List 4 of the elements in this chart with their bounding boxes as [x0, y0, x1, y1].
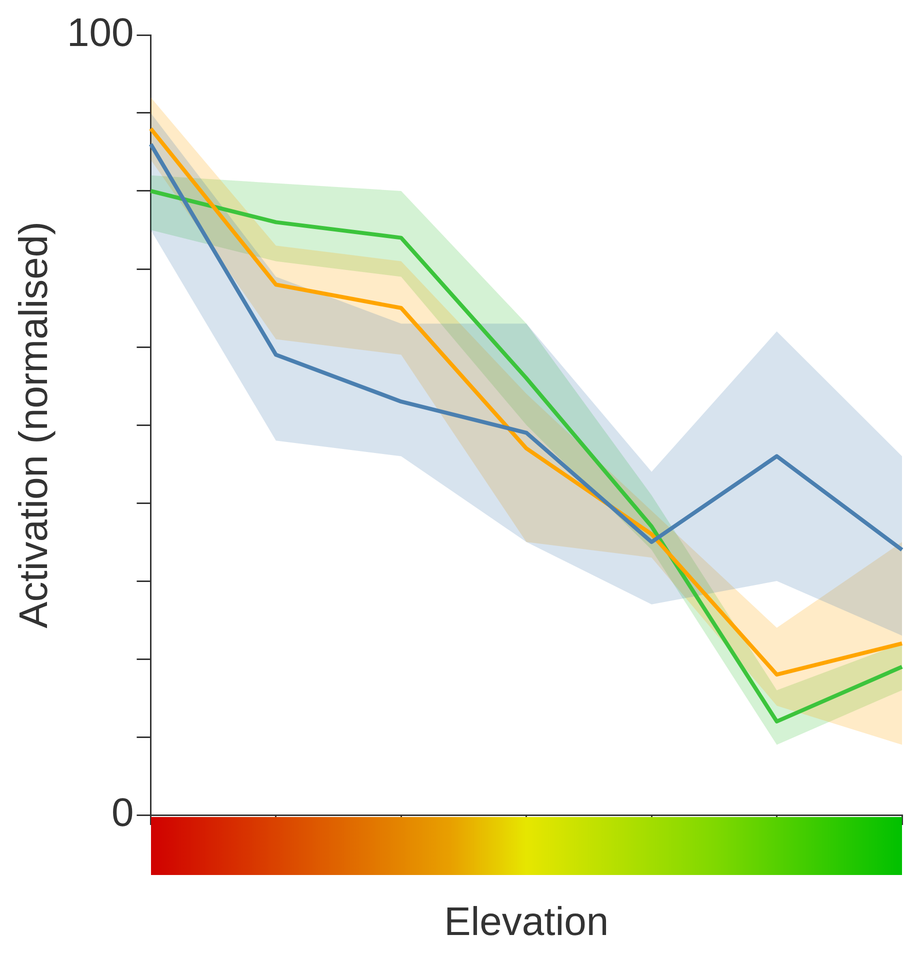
- y-axis-title: Activation (normalised): [12, 222, 56, 628]
- y-tick-label: 100: [66, 11, 134, 56]
- y-tick-label: 0: [111, 791, 134, 836]
- x-axis-title: Elevation: [444, 900, 609, 944]
